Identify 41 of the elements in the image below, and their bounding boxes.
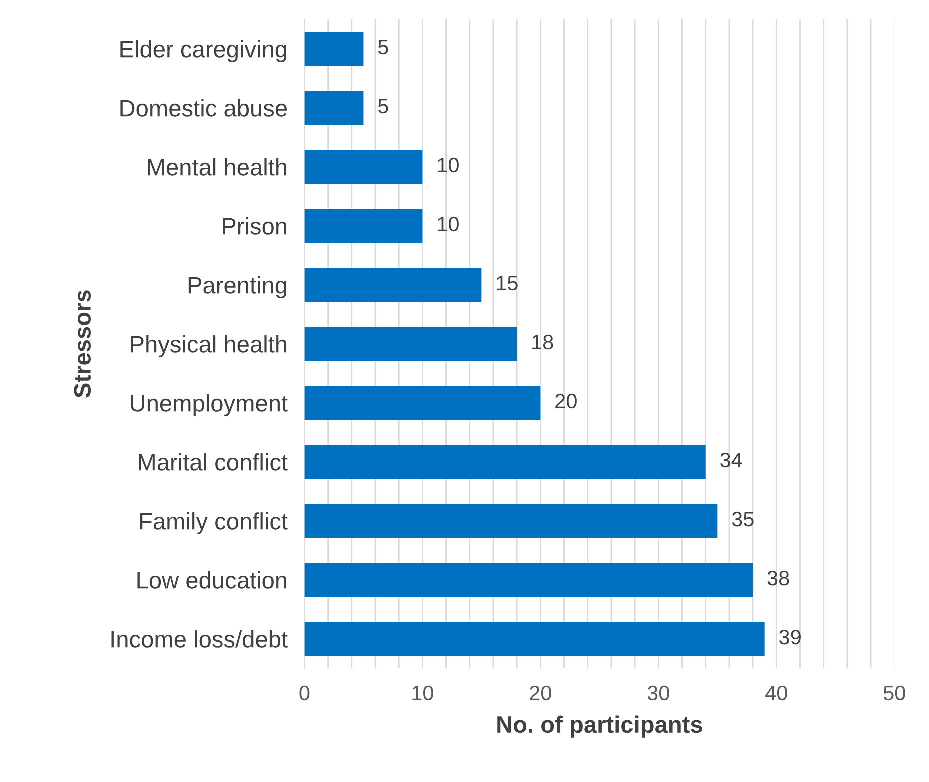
data-label: 18 xyxy=(532,334,554,350)
data-label: 34 xyxy=(720,452,742,468)
bar xyxy=(304,504,718,538)
data-label: 35 xyxy=(732,512,754,527)
x-tick-label: 10 xyxy=(412,686,434,701)
bar xyxy=(304,150,423,184)
x-axis-title: No. of participants xyxy=(498,716,702,738)
y-axis-title: Stressors xyxy=(74,290,92,398)
y-tick-label: Domestic abuse xyxy=(120,100,288,117)
bar xyxy=(304,562,754,598)
bar xyxy=(304,386,541,420)
data-label: 15 xyxy=(497,276,518,291)
y-tick-label: Family conflict xyxy=(140,512,288,535)
y-tick-label: Parenting xyxy=(188,276,287,299)
bar xyxy=(304,268,482,302)
y-tick-label: Income loss/debt xyxy=(112,630,288,648)
y-tick-label: Unemployment xyxy=(131,394,288,417)
y-tick-label: Elder caregiving xyxy=(120,40,287,63)
data-label: 39 xyxy=(780,630,801,645)
y-tick-label: Marital conflict xyxy=(139,454,288,471)
x-tick-label: 40 xyxy=(766,686,788,701)
data-label: 5 xyxy=(378,99,388,114)
y-tick-label: Prison xyxy=(223,218,287,235)
data-label: 20 xyxy=(556,394,577,409)
x-tick-label: 20 xyxy=(530,686,552,701)
x-tick-label: 30 xyxy=(648,686,670,701)
x-tick-label: 50 xyxy=(884,686,906,701)
bar xyxy=(304,32,364,66)
bar xyxy=(304,90,364,126)
bar xyxy=(304,326,518,362)
bar xyxy=(304,208,423,244)
data-label: 10 xyxy=(438,216,459,232)
y-tick-label: Physical health xyxy=(131,336,287,358)
y-tick-label: Mental health xyxy=(148,158,287,176)
bar xyxy=(304,622,765,656)
y-tick-label: Low education xyxy=(138,572,287,589)
bar xyxy=(304,444,706,480)
data-label: 10 xyxy=(438,158,459,173)
data-label: 38 xyxy=(768,570,790,586)
x-tick-label: 0 xyxy=(300,686,310,701)
data-label: 5 xyxy=(378,40,388,55)
